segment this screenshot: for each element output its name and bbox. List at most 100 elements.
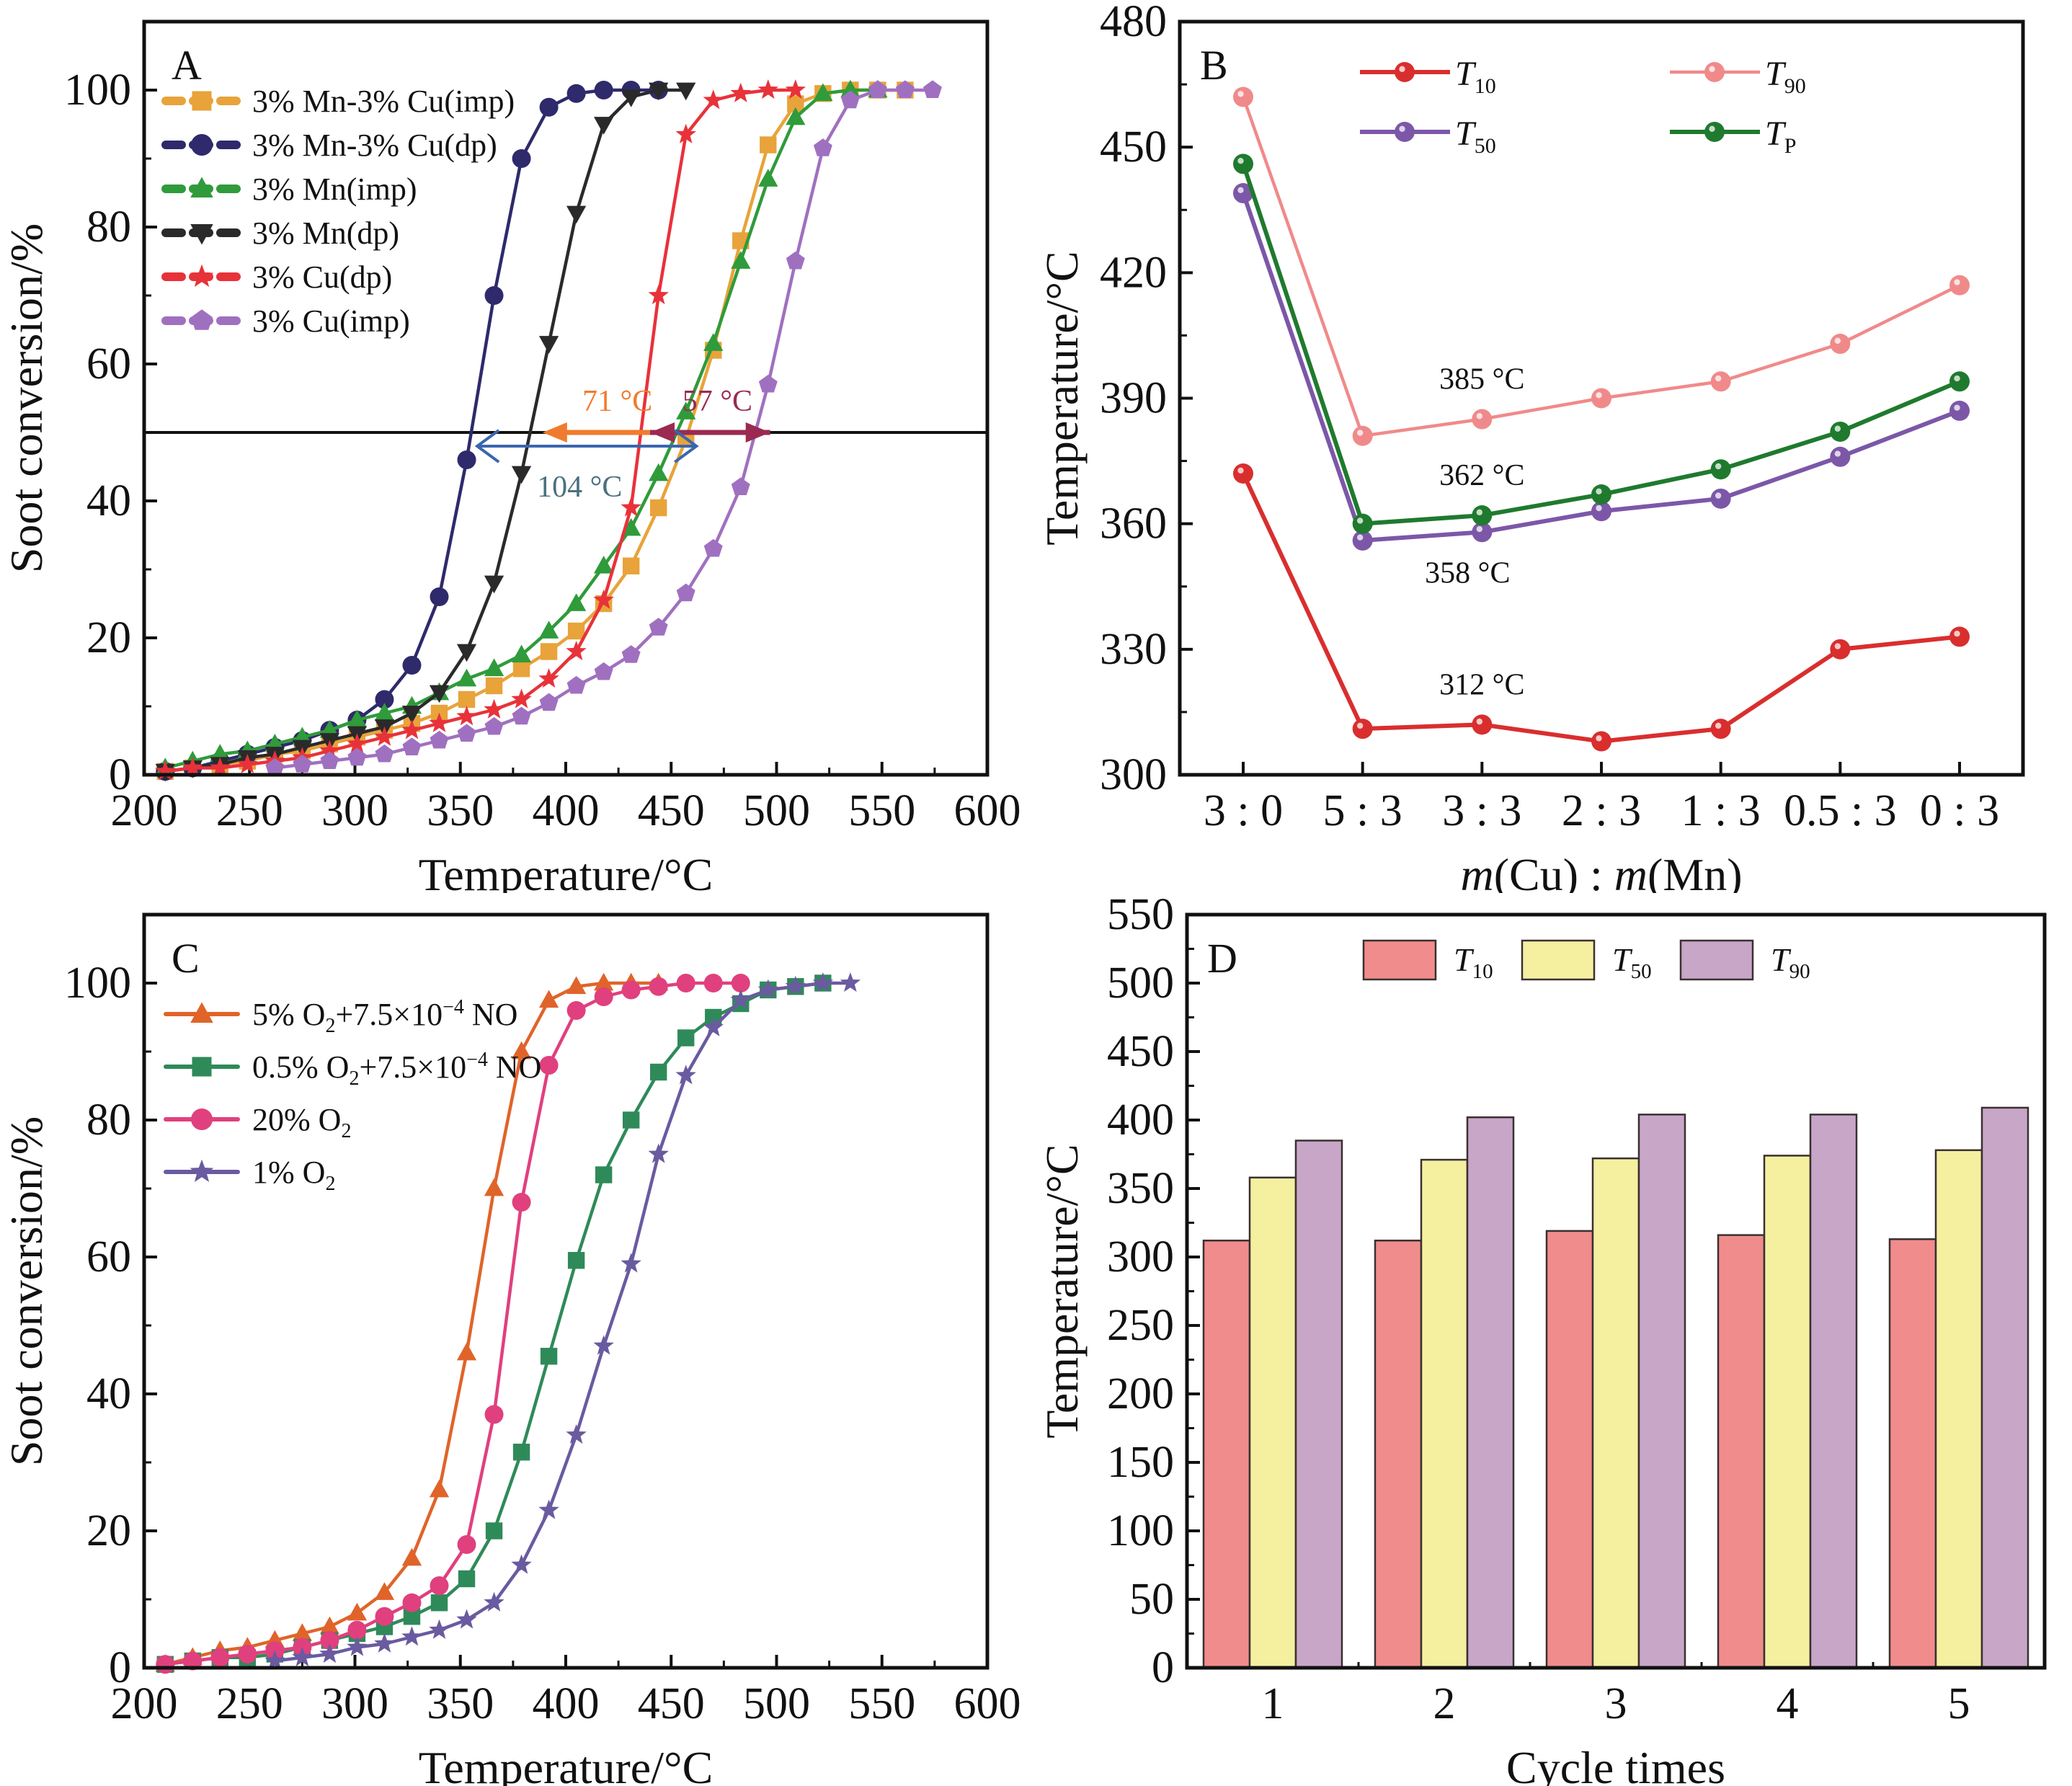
legend-item: 3% Cu(imp) [161,303,410,339]
legend-label: T10 [1454,941,1493,983]
arrow-head [650,422,675,443]
series-t10 [1233,463,1970,752]
data-point [567,1252,585,1269]
data-point [1830,421,1851,442]
data-point [1472,522,1493,543]
data-point [457,450,476,469]
x-tick-label: 300 [321,786,388,835]
data-point [593,589,614,609]
y-axis-title: Temperature/°C [1036,1144,1088,1439]
data-point [512,660,530,677]
data-point [1472,505,1493,526]
x-tick-label: 500 [743,786,810,835]
data-point [512,1193,531,1212]
data-point [429,685,450,703]
y-axis-title: Temperature/°C [1036,251,1088,546]
legend-item: T90 [1670,55,1806,98]
data-point [319,1643,340,1663]
data-point [675,123,696,143]
x-tick-label: 3 [1605,1679,1627,1728]
x-tick-label: 4 [1777,1679,1799,1728]
arrow-head [674,429,699,463]
data-point-highlight [1954,404,1960,411]
data-point [812,972,834,992]
data-point [319,1616,340,1635]
data-point [265,758,285,776]
y-tick-label: 40 [86,1369,131,1418]
data-point [566,675,586,694]
legend-swatch [1362,939,1437,981]
y-tick-label: 500 [1107,959,1174,1008]
data-point-highlight [1715,463,1722,470]
data-point [156,1655,175,1674]
data-point [650,499,667,517]
legend-label: 5% O2+7.5×10−4 NO [252,996,517,1037]
y-tick-label: 0 [109,1643,131,1692]
data-point [1949,371,1970,392]
bar-t50 [1934,1149,1983,1669]
data-point [676,401,696,419]
data-point [484,716,504,735]
data-point [594,81,613,99]
bar-t10 [1374,1239,1423,1669]
data-point [703,333,724,351]
data-point [210,1648,230,1667]
data-point [730,82,751,102]
data-point [320,1631,339,1650]
bar-t10 [1717,1234,1766,1669]
data-point-highlight [1834,425,1841,432]
panel-b: 300 330 360 390 420 450 480 3 : 0 5 : 3 3 : 3 2 : … [1036,0,2072,893]
data-point [375,744,394,763]
data-point [457,724,476,742]
x-tick-label: 450 [638,1679,705,1728]
data-point [538,621,559,639]
data-point [264,1650,285,1670]
y-axis-title: Soot conversion/% [1,223,52,573]
data-point [757,79,779,99]
legend-marker [191,134,213,156]
data-point [566,641,587,661]
panel-a: 200 250 300 350 400 450 500 550 600 0 20 40 60 80 100 T… [0,0,1036,893]
legend-marker [1704,122,1725,142]
data-point [1949,275,1970,296]
data-point [293,755,312,773]
data-point [1233,86,1253,107]
bar-t90 [1466,1116,1515,1669]
data-point [429,1479,450,1498]
data-point [566,593,587,611]
series-line [164,981,741,1666]
data-point [401,706,422,724]
y-tick-label: 20 [86,613,131,662]
data-point [594,972,614,991]
legend-label: 0.5% O2+7.5×10−4 NO [252,1049,541,1090]
data-point [621,517,641,536]
data-point-highlight [1237,467,1244,474]
legend-item: 1% O2 [164,1155,335,1195]
data-point [566,1424,587,1444]
data-point-highlight [1237,91,1244,97]
y-tick-label: 450 [1100,123,1167,172]
data-point [1233,183,1253,204]
data-point [594,117,614,135]
data-point [676,583,695,602]
data-point [1830,639,1851,659]
data-point [347,747,367,766]
annotation-label: 312 °C [1439,668,1524,701]
series-line [1241,163,1961,526]
data-point [1352,719,1373,739]
y-tick-label: 300 [1107,1232,1174,1281]
data-point-highlight [1834,337,1841,345]
data-point [1591,388,1611,409]
data-point [1472,714,1493,735]
data-point [539,1056,559,1075]
data-point [1352,513,1373,534]
data-point [237,753,258,773]
data-point [1710,371,1731,392]
legend-marker-highlight [1709,66,1715,73]
data-point [456,1609,477,1629]
data-point [374,1632,395,1653]
x-tick-label: 200 [111,1679,178,1728]
data-point [1830,446,1851,467]
x-tick-label: 350 [427,786,494,835]
legend-marker [191,309,213,330]
